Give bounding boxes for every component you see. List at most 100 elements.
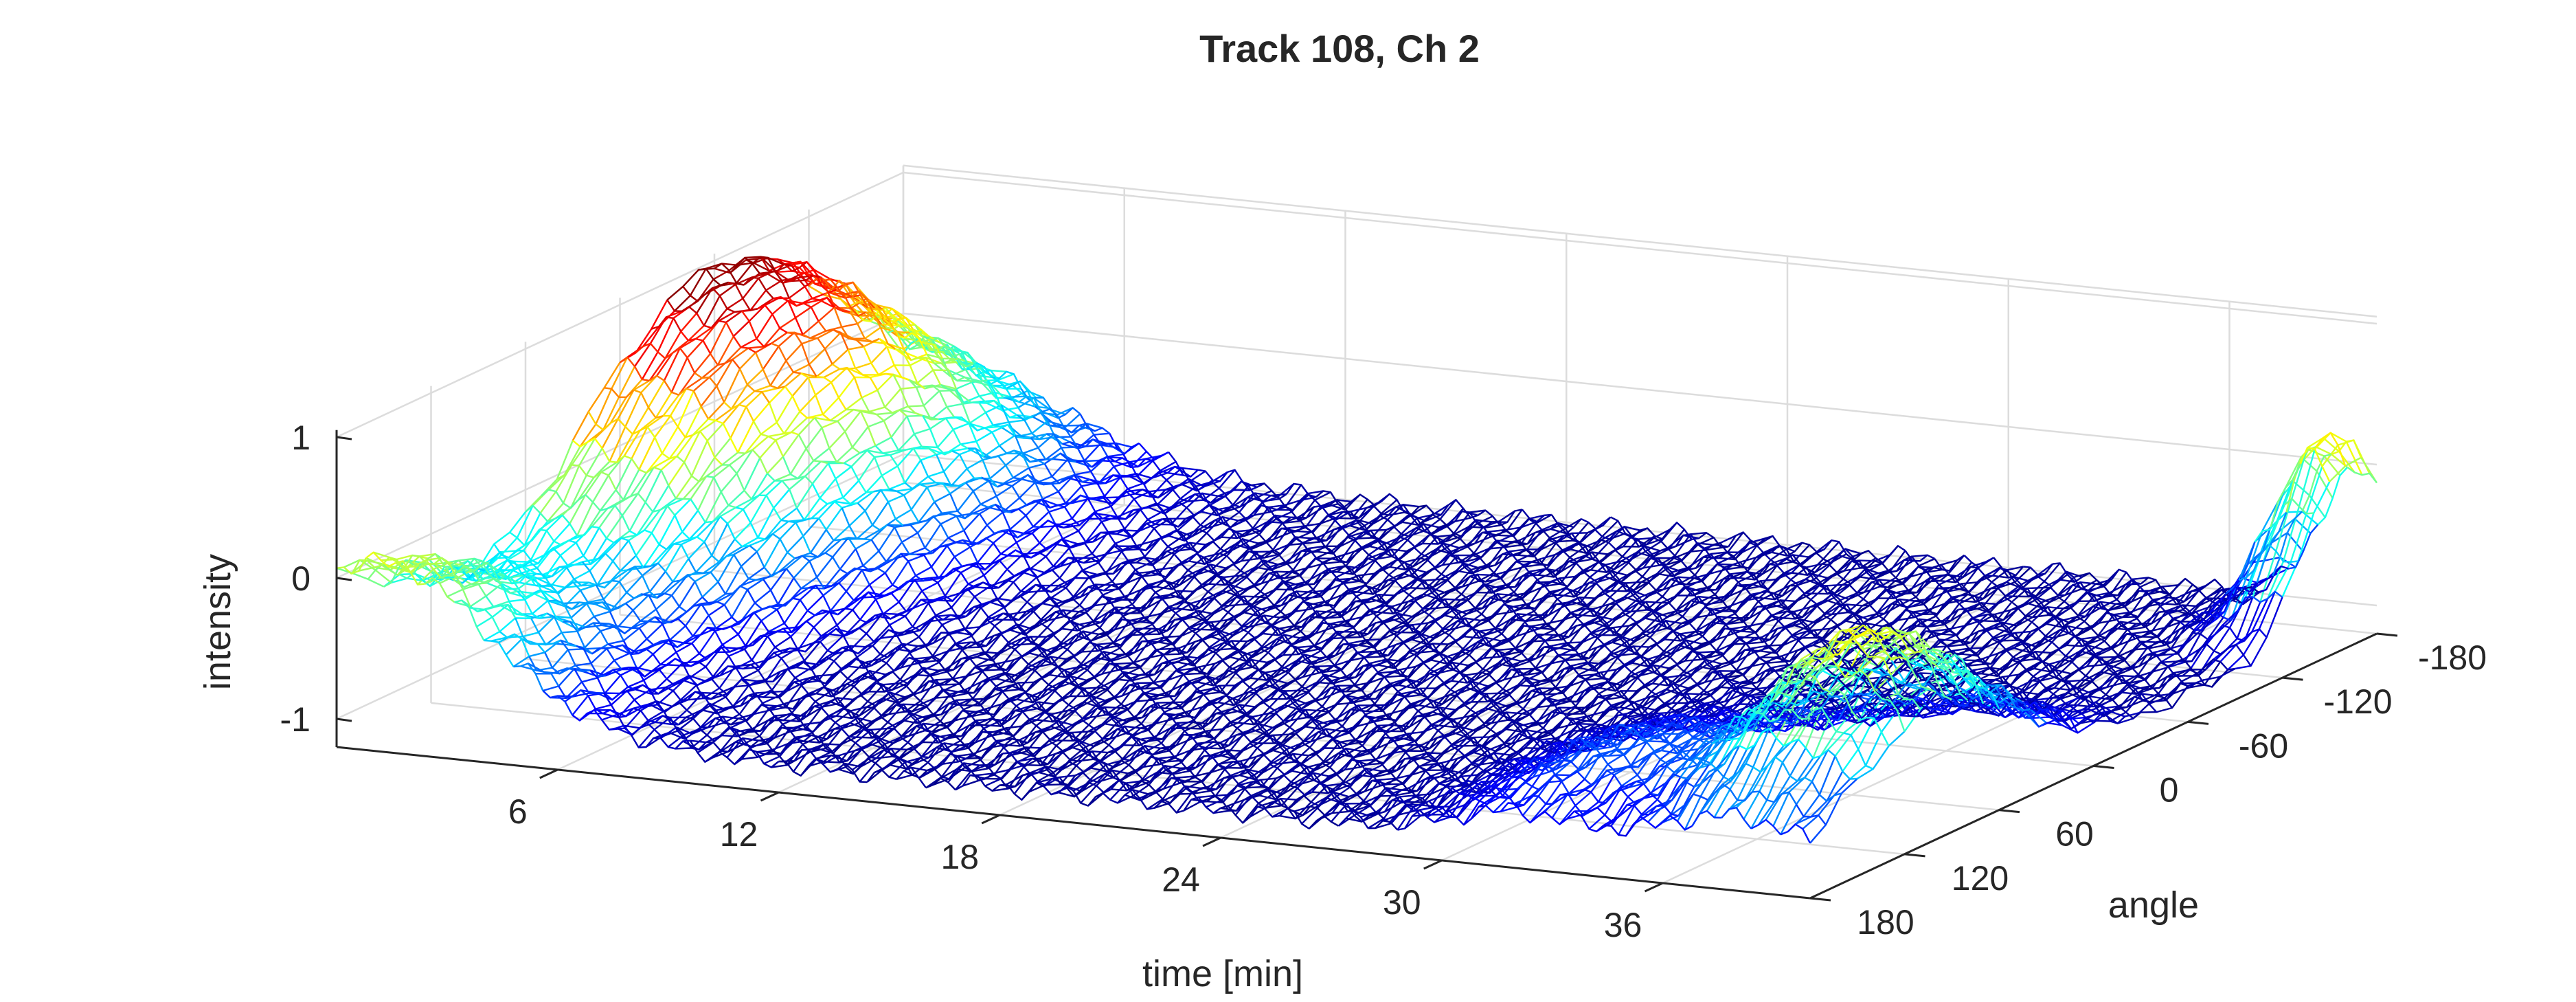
mesh-line <box>651 687 681 701</box>
mesh-line <box>1232 559 1263 576</box>
mesh-line <box>1782 627 1831 663</box>
mesh-line <box>1910 630 1941 647</box>
mesh-line <box>795 507 827 531</box>
mesh-line <box>1814 563 1845 574</box>
mesh-line <box>1677 698 1726 712</box>
mesh-line <box>1323 802 1372 816</box>
mesh-line <box>1037 701 1069 723</box>
mesh-line <box>1092 667 1141 696</box>
mesh-line <box>1228 733 1258 746</box>
mesh-line <box>1296 782 1327 797</box>
mesh-line <box>1560 560 1591 572</box>
mesh-line <box>1890 674 1921 710</box>
mesh-line <box>1857 568 1888 589</box>
mesh-line <box>694 546 743 583</box>
mesh-line <box>1716 636 1747 655</box>
mesh-line <box>594 379 643 439</box>
mesh-line <box>710 278 760 329</box>
mesh-line <box>1792 706 1823 720</box>
mesh-line <box>1770 685 1801 703</box>
mesh-line <box>1225 749 1257 769</box>
mesh-line <box>903 524 934 555</box>
mesh-line <box>1333 767 1382 799</box>
mesh-line <box>941 624 973 637</box>
mesh-line <box>2183 589 2214 602</box>
mesh-line <box>1601 581 1649 615</box>
mesh-line <box>1324 675 1356 686</box>
mesh-line <box>1500 764 1549 812</box>
mesh-line <box>471 569 503 585</box>
mesh-line <box>748 317 796 349</box>
mesh-line <box>1183 775 1232 812</box>
mesh-line <box>2299 447 2331 482</box>
mesh-line <box>1556 711 1605 742</box>
mesh-line <box>447 577 495 598</box>
mesh-line <box>890 436 922 461</box>
mesh-line <box>2116 644 2165 658</box>
mesh-line <box>973 744 1021 755</box>
mesh-line <box>896 332 928 355</box>
mesh-line <box>1298 636 1345 649</box>
mesh-line <box>868 307 899 337</box>
mesh-line <box>1562 675 1594 694</box>
mesh-line <box>1220 652 1269 681</box>
mesh-line <box>1000 634 1031 646</box>
mesh-line <box>1364 715 1394 733</box>
mesh-line <box>572 361 621 441</box>
mesh-line <box>613 469 662 544</box>
mesh-line <box>1757 747 1807 825</box>
mesh-line <box>1029 772 1060 786</box>
mesh-line <box>1860 560 1890 573</box>
mesh-line <box>1147 790 1179 804</box>
mesh-line <box>1514 803 1546 824</box>
mesh-line <box>1640 568 1689 583</box>
mesh-line <box>2110 635 2158 665</box>
mesh-line <box>1873 569 1904 585</box>
mesh-line <box>1040 520 1071 548</box>
mesh-line <box>1958 694 1990 709</box>
mesh-line <box>1287 601 1319 619</box>
mesh-line <box>1379 579 1410 591</box>
mesh-line <box>645 717 694 748</box>
mesh-line <box>551 527 600 577</box>
mesh-line <box>1169 649 1217 662</box>
mesh-line <box>1767 585 1798 601</box>
mesh-line <box>756 740 804 753</box>
mesh-line <box>1254 634 1285 649</box>
y-tick-label: -120 <box>2323 682 2392 721</box>
mesh-line <box>787 331 817 377</box>
mesh-line <box>1403 632 1434 652</box>
mesh-line <box>831 337 880 365</box>
mesh-line <box>1770 604 1819 619</box>
mesh-line <box>847 349 879 391</box>
mesh-line <box>789 661 820 682</box>
mesh-line <box>1787 542 1818 557</box>
mesh-line <box>1246 570 1277 586</box>
mesh-line <box>1085 531 1116 544</box>
mesh-line <box>2146 652 2177 668</box>
mesh-line <box>1275 709 1306 722</box>
mesh-line <box>574 668 605 694</box>
mesh-line <box>1052 532 1101 567</box>
mesh-line <box>1388 620 1437 634</box>
mesh-line <box>688 558 719 583</box>
mesh-line <box>1416 566 1465 588</box>
mesh-line <box>1906 658 1936 693</box>
mesh-line <box>570 601 619 619</box>
mesh-line <box>1390 672 1438 684</box>
mesh-line <box>757 304 788 334</box>
mesh-line <box>1528 625 1577 663</box>
mesh-line <box>1023 523 1072 557</box>
mesh-line <box>1081 715 1111 731</box>
mesh-line <box>2075 627 2106 639</box>
mesh-line <box>1144 529 1193 557</box>
mesh-line <box>2191 643 2222 662</box>
mesh-line <box>865 447 914 493</box>
mesh-line <box>1296 582 1344 593</box>
mesh-line <box>1658 659 1707 697</box>
mesh-line <box>1566 627 1614 661</box>
mesh-line <box>2044 636 2075 650</box>
mesh-line <box>857 717 888 739</box>
mesh-line <box>1303 728 1334 743</box>
mesh-line <box>662 715 693 740</box>
